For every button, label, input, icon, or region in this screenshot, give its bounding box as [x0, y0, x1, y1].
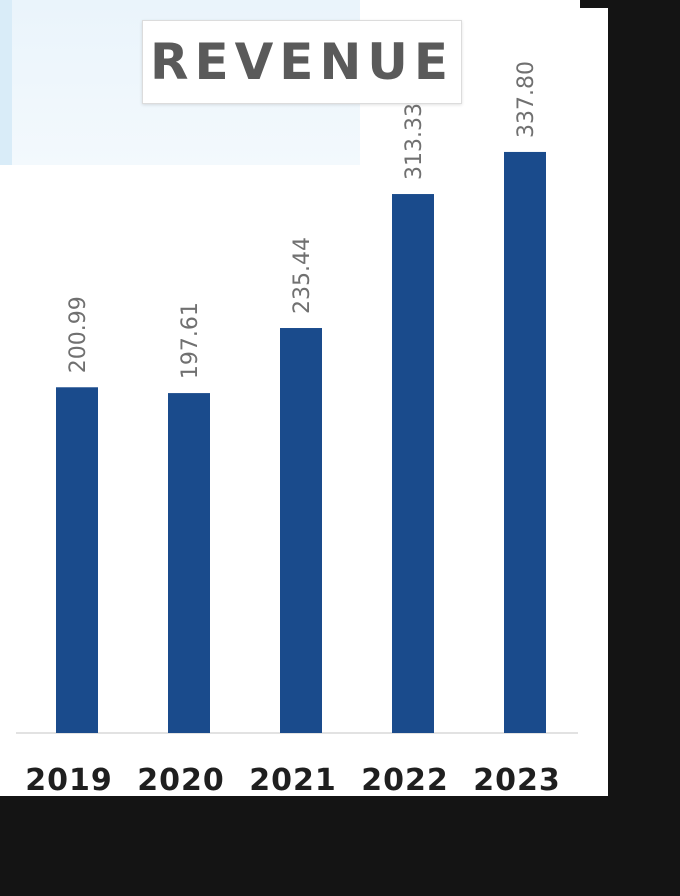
bars-group [56, 151, 546, 734]
bar-2019 [56, 387, 98, 733]
bar-2020 [168, 393, 210, 733]
category-label-2022: 2022 [361, 763, 449, 796]
value-label-2020: 197.61 [178, 302, 203, 379]
black-border-bottom [0, 796, 680, 896]
chart-title-box: REVENUE [142, 20, 462, 104]
category-labels-group: 2019 2020 2021 2022 2023 [25, 763, 561, 796]
value-label-2023: 337.80 [514, 61, 539, 138]
black-border-right [608, 0, 680, 896]
chart-title: REVENUE [149, 33, 455, 91]
black-border-top [580, 0, 680, 8]
category-label-2021: 2021 [249, 763, 337, 796]
category-label-2020: 2020 [137, 763, 225, 796]
value-labels-group: 200.99 197.61 235.44 313.33 337.80 [66, 61, 539, 379]
background-tint-edge [0, 0, 12, 165]
value-label-2019: 200.99 [66, 296, 91, 373]
category-label-2019: 2019 [25, 763, 113, 796]
value-label-2022: 313.33 [402, 103, 427, 180]
bar-2021 [280, 328, 322, 733]
bar-2022 [392, 194, 434, 734]
value-label-2021: 235.44 [290, 237, 315, 314]
category-label-2023: 2023 [473, 763, 561, 796]
bar-2023 [504, 151, 546, 734]
